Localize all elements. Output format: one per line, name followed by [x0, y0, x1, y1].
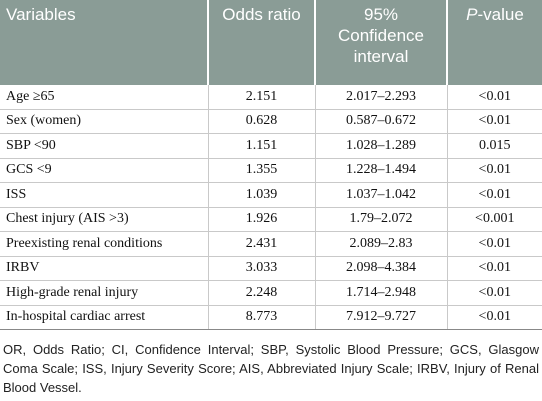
header-row: Variables Odds ratio 95% Confidence inte…: [0, 0, 542, 85]
table-row: Preexisting renal conditions 2.431 2.089–2…: [0, 231, 542, 257]
value-cell: <0.01: [447, 85, 542, 110]
variable-cell: SBP <90: [0, 133, 209, 159]
table-row: In-hospital cardiac arrest 8.773 7.912–9.7…: [0, 305, 542, 330]
variable-cell: In-hospital cardiac arrest: [0, 305, 209, 330]
table-body: Age ≥65 2.151 2.017–2.293 <0.01 Sex (women) 0…: [0, 85, 542, 330]
value-cell: <0.01: [447, 182, 542, 208]
variable-cell: Age ≥65: [0, 85, 209, 110]
table-row: IRBV 3.033 2.098–4.384 <0.01: [0, 256, 542, 281]
value-cell: <0.01: [447, 280, 542, 306]
variable-cell: Sex (women): [0, 109, 209, 134]
value-cell: 2.098–4.384: [315, 256, 448, 281]
value-cell: <0.01: [447, 158, 542, 183]
header-text: -value: [477, 5, 524, 24]
value-cell: 1.79–2.072: [315, 207, 448, 232]
value-cell: 2.431: [208, 231, 316, 257]
variable-cell: GCS <9: [0, 158, 209, 183]
value-cell: 1.037–1.042: [315, 182, 448, 208]
value-cell: 2.248: [208, 280, 316, 306]
value-cell: 7.912–9.727: [315, 305, 448, 330]
value-cell: 1.714–2.948: [315, 280, 448, 306]
value-cell: 3.033: [208, 256, 316, 281]
table-row: SBP <90 1.151 1.028–1.289 0.015: [0, 133, 542, 159]
value-cell: 1.355: [208, 158, 316, 183]
header-cell: Variables: [0, 0, 209, 85]
value-cell: 2.017–2.293: [315, 85, 448, 110]
value-cell: 1.151: [208, 133, 316, 159]
variable-cell: High-grade renal injury: [0, 280, 209, 306]
value-cell: <0.01: [447, 256, 542, 281]
value-cell: 2.151: [208, 85, 316, 110]
value-cell: <0.001: [447, 207, 542, 232]
variable-cell: Preexisting renal conditions: [0, 231, 209, 257]
variable-cell: Chest injury (AIS >3): [0, 207, 209, 232]
table-row: Sex (women) 0.628 0.587–0.672 <0.01: [0, 109, 542, 134]
footnote: OR, Odds Ratio; CI, Confidence Interval;…: [3, 342, 539, 395]
value-cell: 0.628: [208, 109, 316, 134]
value-cell: 1.028–1.289: [315, 133, 448, 159]
data-table: Variables Odds ratio 95% Confidence inte…: [0, 0, 542, 330]
value-cell: 8.773: [208, 305, 316, 330]
variable-cell: ISS: [0, 182, 209, 208]
variable-cell: IRBV: [0, 256, 209, 281]
value-cell: 0.015: [447, 133, 542, 159]
table-row: Age ≥65 2.151 2.017–2.293 <0.01: [0, 85, 542, 110]
value-cell: <0.01: [447, 231, 542, 257]
value-cell: 1.039: [208, 182, 316, 208]
table-row: ISS 1.039 1.037–1.042 <0.01: [0, 182, 542, 208]
value-cell: 0.587–0.672: [315, 109, 448, 134]
table-row: GCS <9 1.355 1.228–1.494 <0.01: [0, 158, 542, 183]
value-cell: <0.01: [447, 305, 542, 330]
table-row: High-grade renal injury 2.248 1.714–2.948 <…: [0, 280, 542, 306]
value-cell: 1.228–1.494: [315, 158, 448, 183]
header-cell: P-value: [447, 0, 542, 85]
header-cell: Odds ratio: [208, 0, 316, 85]
table-header: Variables Odds ratio 95% Confidence inte…: [0, 0, 542, 85]
table-row: Chest injury (AIS >3) 1.926 1.79–2.072 <0.0…: [0, 207, 542, 232]
value-cell: 1.926: [208, 207, 316, 232]
header-cell: 95% Confidence interval: [315, 0, 448, 85]
header-italic: P: [466, 5, 478, 24]
value-cell: 2.089–2.83: [315, 231, 448, 257]
value-cell: <0.01: [447, 109, 542, 134]
